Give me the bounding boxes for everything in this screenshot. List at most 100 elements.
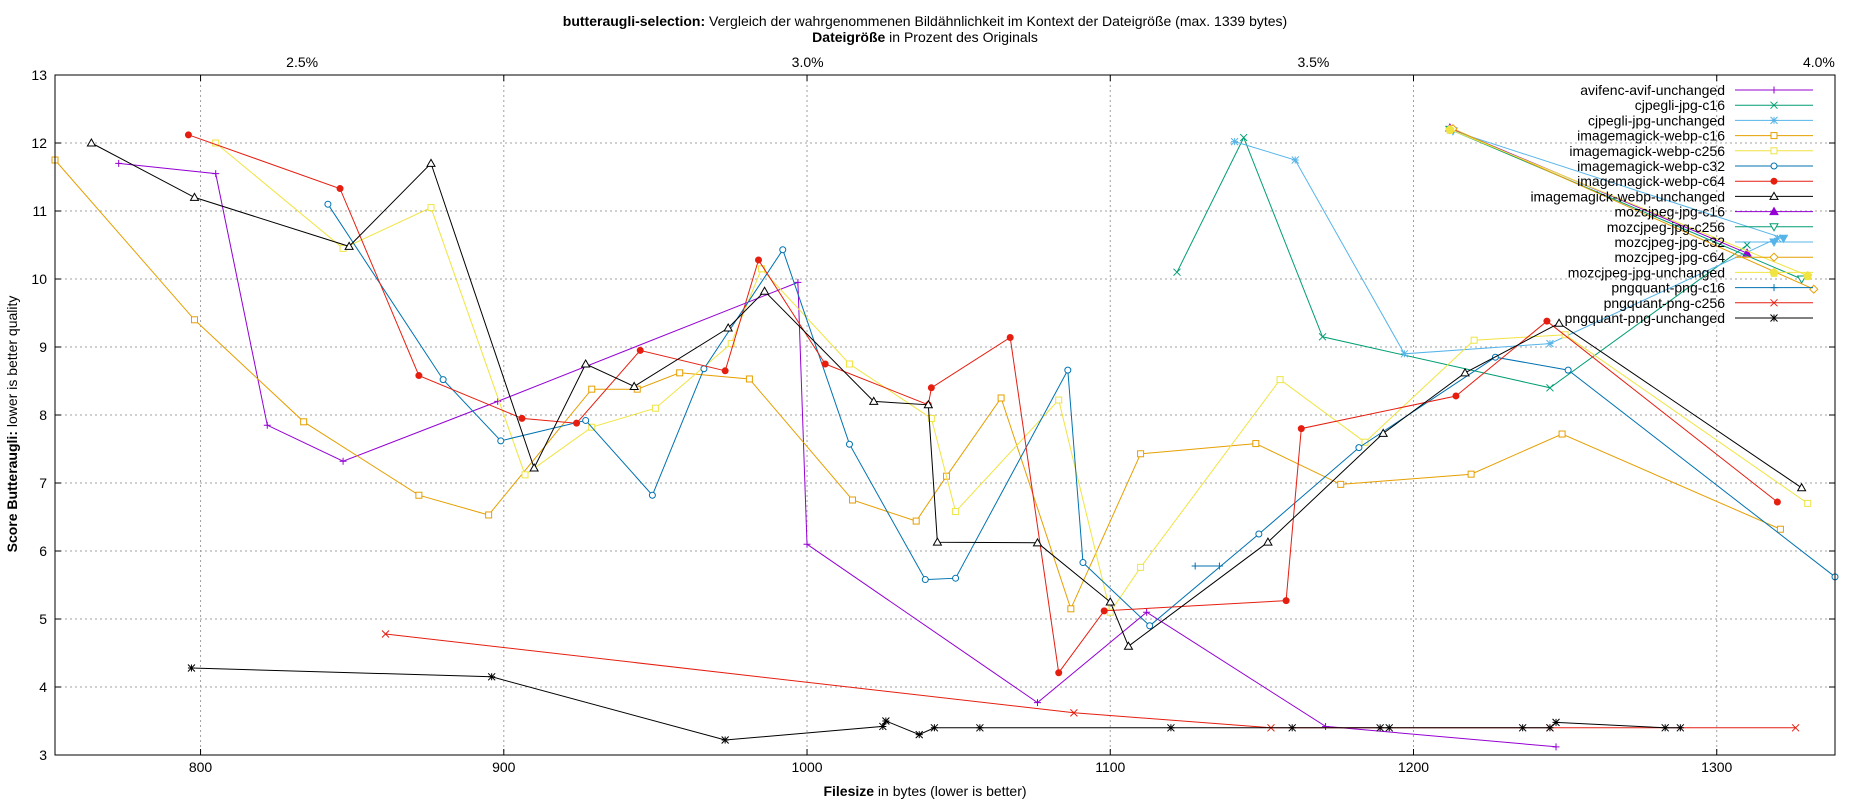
point-marker [1452, 392, 1460, 400]
point-marker [1263, 537, 1273, 546]
point-marker [415, 491, 423, 499]
point-marker [1191, 562, 1199, 570]
point-marker [1033, 699, 1041, 707]
point-marker [1796, 275, 1807, 285]
point-marker [997, 394, 1005, 402]
series-line [188, 134, 1778, 674]
legend-entry-imagemagick-webp-c256: imagemagick-webp-c256 [1569, 143, 1813, 159]
legend-label: imagemagick-webp-unchanged [1530, 188, 1725, 204]
point-marker [1337, 480, 1345, 488]
point-marker [189, 192, 200, 201]
x2-tick-label: 3.5% [1297, 54, 1329, 70]
point-marker [1239, 133, 1248, 142]
point-marker [636, 346, 644, 354]
legend-label: mozcjpeg-jpg-c16 [1615, 204, 1726, 220]
series-imagemagick-webp-unchanged [86, 137, 1807, 650]
x-tick-label: 800 [189, 759, 213, 775]
y-tick-label: 3 [39, 747, 47, 763]
legend-entry-pngquant-png-unchanged: pngquant-png-unchanged [1565, 310, 1813, 326]
legend-entry-imagemagick-webp-c32: imagemagick-webp-c32 [1577, 158, 1813, 174]
point-marker [1769, 252, 1779, 262]
point-marker [1146, 622, 1154, 630]
point-marker [976, 723, 984, 732]
point-marker [1470, 336, 1478, 344]
y-tick-label: 13 [31, 67, 47, 83]
point-marker [1143, 608, 1151, 616]
x2-tick-label: 4.0% [1803, 54, 1835, 70]
point-marker [1546, 723, 1554, 732]
point-marker [1123, 641, 1134, 650]
point-marker [803, 540, 811, 548]
series-cjpegli-jpg-c16 [1173, 133, 1751, 392]
point-marker [932, 537, 943, 546]
point-marker [821, 360, 829, 368]
y-axis-title-rest: lower is better quality [4, 296, 20, 431]
x2-tick-label: 2.5% [286, 54, 318, 70]
point-marker [1770, 86, 1778, 94]
legend-label: imagemagick-webp-c256 [1569, 143, 1725, 159]
point-marker [1067, 605, 1075, 613]
point-marker [845, 440, 853, 448]
point-marker [651, 404, 659, 412]
point-marker [1770, 116, 1778, 125]
point-marker [1518, 723, 1527, 732]
point-marker [381, 630, 390, 638]
chart-title-bold: butteraugli-selection: [563, 13, 705, 29]
point-marker [1776, 525, 1784, 533]
chart-title-rest: Vergleich der wahrgenommenen Bildähnlich… [705, 13, 1287, 29]
point-marker [1079, 559, 1087, 567]
point-marker [755, 256, 763, 264]
point-marker [263, 421, 271, 429]
point-marker [915, 730, 924, 739]
x-tick-label: 900 [492, 759, 516, 775]
point-marker [723, 322, 734, 332]
legend-label: cjpegli-jpg-c16 [1635, 97, 1725, 113]
series-mozcjpeg-jpg-unchanged [1445, 124, 1813, 281]
point-marker [721, 367, 729, 375]
point-marker [930, 723, 939, 732]
point-marker [676, 369, 684, 377]
point-marker [1230, 137, 1239, 146]
point-marker [1770, 147, 1778, 155]
point-marker [1282, 597, 1290, 605]
series-pngquant-png-unchanged [187, 664, 1685, 744]
point-marker [1773, 498, 1781, 506]
point-marker [1137, 450, 1145, 458]
legend-entry-pngquant-png-c256: pngquant-png-c256 [1604, 295, 1813, 311]
point-marker [878, 722, 887, 731]
chart-title: butteraugli-selection: Vergleich der wah… [563, 13, 1287, 29]
series-line [215, 142, 1808, 614]
y-axis-title-bold: Score Butteraugli: [4, 431, 20, 552]
point-marker [1291, 156, 1300, 164]
point-marker [1252, 440, 1260, 448]
point-marker [529, 463, 539, 472]
point-marker [1561, 331, 1569, 339]
point-marker [759, 286, 770, 295]
point-marker [1770, 314, 1778, 322]
point-marker [487, 672, 496, 681]
point-marker [1773, 234, 1782, 243]
point-marker [1055, 396, 1063, 404]
point-marker [727, 340, 735, 348]
point-marker [1167, 723, 1175, 732]
point-marker [336, 185, 344, 193]
point-marker [1809, 284, 1819, 294]
point-marker [648, 491, 656, 499]
y-tick-label: 7 [39, 475, 47, 491]
point-marker [745, 375, 753, 383]
point-marker [1400, 349, 1409, 358]
point-marker [588, 385, 596, 393]
point-marker [1558, 430, 1566, 438]
grid [55, 75, 1835, 755]
point-marker [1385, 723, 1394, 732]
series-line [118, 162, 1557, 748]
point-marker [439, 376, 447, 384]
point-marker [629, 381, 640, 390]
point-marker [1796, 482, 1807, 492]
legend: avifenc-avif-unchangedcjpegli-jpg-c16cjp… [1530, 82, 1813, 326]
point-marker [794, 278, 802, 286]
point-marker [1661, 723, 1670, 732]
legend-entry-cjpegli-jpg-unchanged: cjpegli-jpg-unchanged [1588, 112, 1813, 128]
series-line [1449, 128, 1802, 280]
point-marker [1173, 268, 1181, 277]
